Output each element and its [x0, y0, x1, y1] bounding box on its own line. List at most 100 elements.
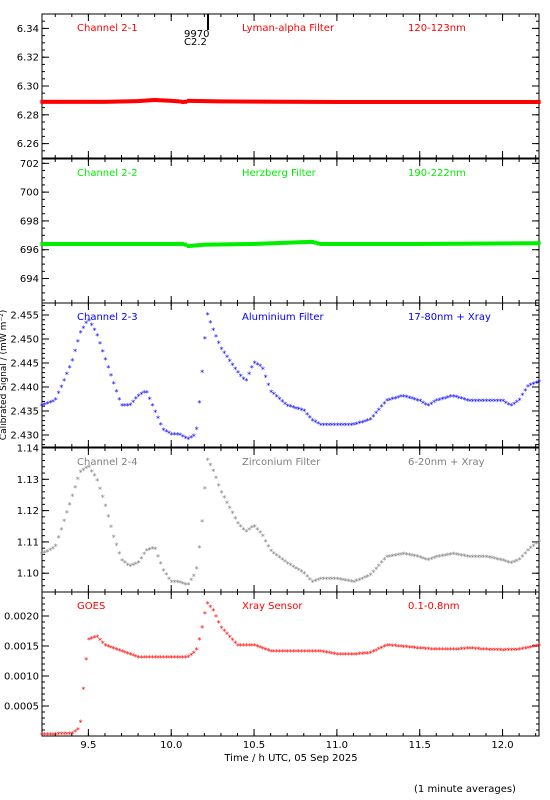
data-point: *: [473, 554, 477, 563]
data-point: *: [443, 395, 447, 404]
data-point: *: [305, 573, 309, 582]
data-point: *: [363, 418, 367, 427]
data-point: [473, 241, 478, 246]
data-point: *: [51, 731, 55, 740]
band-label: 190-222nm: [408, 168, 466, 179]
data-point: *: [40, 550, 44, 559]
data-point: *: [404, 644, 408, 653]
data-point: *: [471, 554, 475, 563]
data-point: [62, 99, 66, 104]
data-point: *: [518, 396, 522, 405]
data-point: *: [57, 534, 61, 543]
data-point: [81, 241, 86, 246]
data-point: *: [153, 546, 157, 555]
data-point: *: [112, 533, 116, 542]
data-point: [404, 99, 409, 104]
data-point: *: [509, 560, 513, 569]
data-point: [388, 241, 392, 246]
data-point: *: [451, 646, 455, 655]
data-point: *: [479, 646, 483, 655]
y-tick-label: 1.10: [17, 569, 39, 580]
data-point: *: [59, 526, 63, 535]
data-point: *: [84, 320, 88, 329]
data-point: [468, 99, 472, 104]
data-point: *: [145, 547, 149, 556]
data-point: [103, 241, 108, 246]
data-point: *: [534, 643, 538, 652]
data-point: *: [449, 646, 453, 655]
data-point: *: [150, 654, 154, 663]
y-tick-label: 6.28: [17, 110, 39, 121]
data-point: *: [208, 603, 212, 612]
data-point: [43, 99, 47, 104]
data-point: *: [393, 395, 397, 404]
panel-2: 694 696 698 700 702 Channel 2-2 Herzberg Filte…: [20, 158, 541, 304]
panel-4: 1.10 1.11 1.12 1.13 1.14 Channel 2-4 Zirconium…: [17, 444, 541, 593]
data-point: [421, 241, 425, 246]
data-point: [310, 239, 315, 244]
panel-frame: [41, 13, 540, 159]
data-point: [435, 241, 439, 246]
data-point: [299, 240, 304, 245]
data-point: *: [451, 551, 455, 560]
data-point: *: [294, 565, 298, 574]
data-point: *: [131, 398, 135, 407]
data-point: *: [90, 635, 94, 644]
data-point: [520, 99, 525, 104]
data-point: *: [523, 550, 527, 559]
data-point: *: [324, 421, 328, 430]
data-point: [507, 99, 511, 104]
data-point: [308, 239, 312, 244]
data-point: *: [341, 577, 345, 586]
data-point: *: [388, 553, 392, 562]
y-tick-label: 6.26: [17, 139, 39, 150]
data-point: *: [170, 431, 174, 440]
data-point: *: [440, 552, 444, 561]
data-point: [286, 99, 290, 104]
data-point: [310, 99, 315, 104]
data-point: *: [43, 549, 47, 558]
data-point: *: [70, 357, 74, 366]
data-point: [186, 244, 190, 249]
filter-label: Xray Sensor: [242, 601, 303, 612]
data-point: *: [253, 523, 257, 532]
data-point: *: [84, 656, 88, 665]
data-point: *: [115, 542, 119, 551]
data-point: [484, 99, 489, 104]
data-point: *: [410, 644, 414, 653]
data-point: [90, 99, 94, 104]
data-point: *: [388, 642, 392, 651]
data-point: *: [537, 642, 541, 651]
data-point: *: [537, 378, 541, 387]
data-point: *: [322, 649, 326, 658]
data-point: *: [192, 650, 196, 659]
data-point: *: [253, 359, 257, 368]
data-point: [56, 99, 61, 104]
data-point: [294, 240, 298, 245]
data-point: [402, 99, 406, 104]
data-point: [518, 99, 522, 104]
data-point: *: [211, 467, 215, 476]
data-point: [264, 99, 268, 104]
data-point: *: [51, 398, 55, 407]
data-point: *: [211, 327, 215, 336]
data-point: [56, 241, 61, 246]
data-point: *: [382, 643, 386, 652]
y-tick-label: 702: [20, 159, 39, 170]
data-point: [371, 241, 375, 246]
y-axis-label: Calibrated Signal / (mW m⁻²): [0, 310, 9, 440]
data-point: *: [104, 502, 108, 511]
data-point: *: [228, 505, 232, 514]
data-point: *: [504, 647, 508, 656]
data-point: *: [40, 731, 44, 740]
data-point: *: [319, 575, 323, 584]
data-point: [380, 241, 384, 246]
data-point: [153, 241, 157, 246]
data-point: [244, 242, 248, 247]
data-point: [487, 241, 491, 246]
data-point: [346, 99, 351, 104]
panel-1: 6.26 6.28 6.30 6.32 6.34 Channel 2-1 Lyman-alp…: [17, 13, 541, 159]
data-point: [255, 99, 259, 104]
data-point: [109, 241, 113, 246]
data-point: [288, 99, 293, 104]
